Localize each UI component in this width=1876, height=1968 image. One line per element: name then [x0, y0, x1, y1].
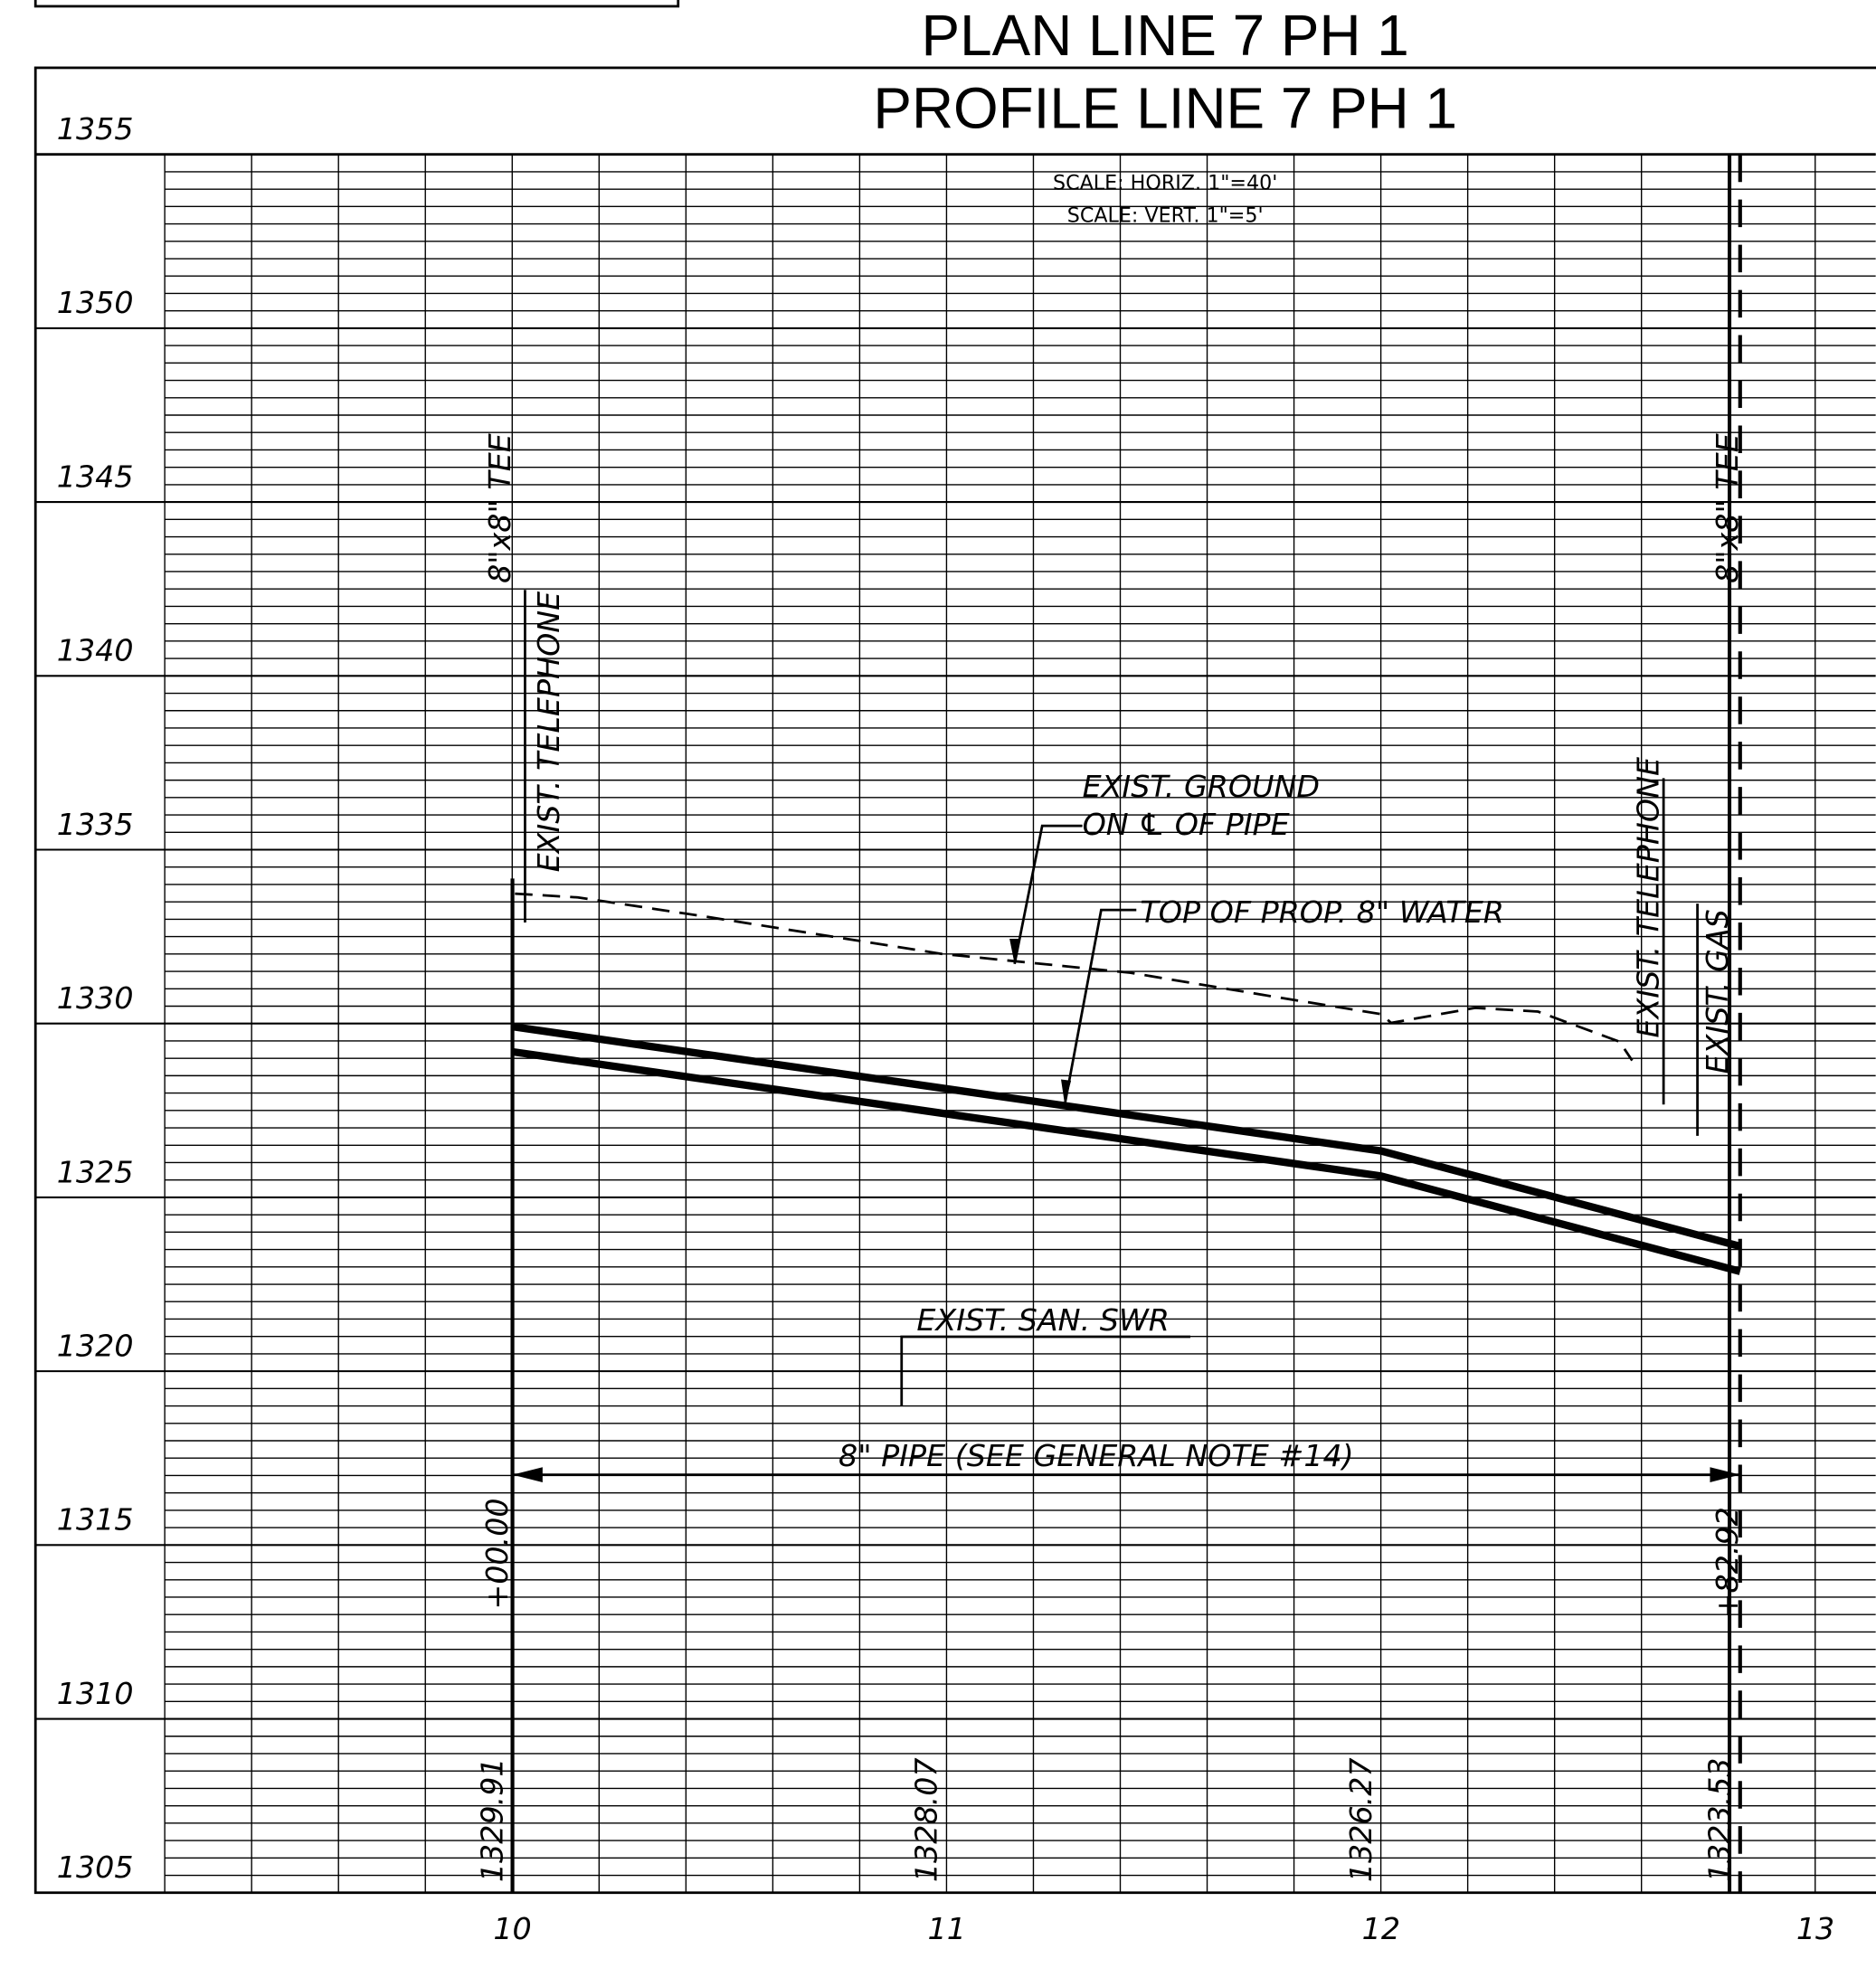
offset-label: +00.00: [479, 1498, 515, 1609]
bottom-elevation: 1323.53: [1702, 1757, 1738, 1882]
tee-label: 8"x8" TEE: [1710, 433, 1745, 583]
bottom-elevation: 1329.91: [474, 1757, 509, 1882]
subtitle: PROFILE LINE 7 PH 1: [873, 76, 1457, 141]
grid: [35, 153, 1876, 1894]
station-label: 10: [493, 1911, 531, 1946]
ground-line: [515, 892, 1634, 1062]
telephone-label: EXIST. TELEPHONE: [531, 591, 566, 873]
bottom-elevation: 1326.27: [1343, 1757, 1379, 1882]
arrow-right: [1710, 1467, 1740, 1482]
bottom-elevation: 1328.07: [909, 1757, 944, 1882]
elevation-label: 1340: [57, 633, 134, 668]
elevation-label: 1325: [57, 1154, 134, 1189]
title: PLAN LINE 7 PH 1: [922, 3, 1409, 68]
elevation-label: 1310: [57, 1676, 134, 1711]
station-label: 13: [1796, 1911, 1834, 1946]
pipe-label: 8" PIPE (SEE GENERAL NOTE #14): [839, 1438, 1354, 1473]
axis-labels: 1355135013451340133513301325132013151310…: [57, 111, 1834, 1946]
scale-vert: SCALE: VERT. 1"=5': [1067, 204, 1264, 228]
station-label: 12: [1362, 1911, 1400, 1946]
gas-label: EXIST. GAS: [1700, 909, 1735, 1074]
elevation-label: 1350: [57, 285, 134, 320]
tee-label: 8"x8" TEE: [482, 433, 517, 583]
pipe-top: [511, 1023, 1741, 1251]
vertical-labels: 8"x8" TEE 8"x8" TEE EXIST. TELEPHONE EXIST.…: [474, 433, 1745, 1882]
elevation-label: 1335: [57, 807, 134, 842]
water-leader: [1063, 908, 1137, 1105]
sewer-label: EXIST. SAN. SWR: [916, 1302, 1170, 1338]
elevation-label: 1345: [57, 459, 134, 494]
sewer-leader: [900, 1335, 1190, 1406]
elevation-label: 1315: [57, 1502, 134, 1538]
elevation-label: 1305: [57, 1850, 134, 1885]
ground-label: ON ℄ OF PIPE: [1083, 807, 1290, 842]
elevation-label: 1330: [57, 980, 134, 1016]
ground-label: EXIST. GROUND: [1083, 769, 1320, 804]
arrow-left: [512, 1467, 543, 1482]
telephone-label: EXIST. TELEPHONE: [1631, 757, 1666, 1038]
lines: [510, 154, 1742, 1893]
station-label: 11: [928, 1911, 966, 1946]
elevation-label: 1320: [57, 1328, 134, 1363]
frame: [33, 66, 1876, 1895]
elevation-label: 1355: [57, 111, 134, 147]
arrow-water: [1061, 1079, 1072, 1105]
title-box: [33, 0, 680, 8]
ground-leader: [1013, 824, 1083, 965]
arrow-ground: [1009, 939, 1020, 964]
water-label: TOP OF PROP. 8" WATER: [1140, 894, 1503, 930]
offset-label: +82.92: [1710, 1507, 1745, 1618]
pipe-bottom: [511, 1047, 1741, 1275]
scale-horiz: SCALE: HORIZ. 1"=40': [1053, 172, 1277, 195]
